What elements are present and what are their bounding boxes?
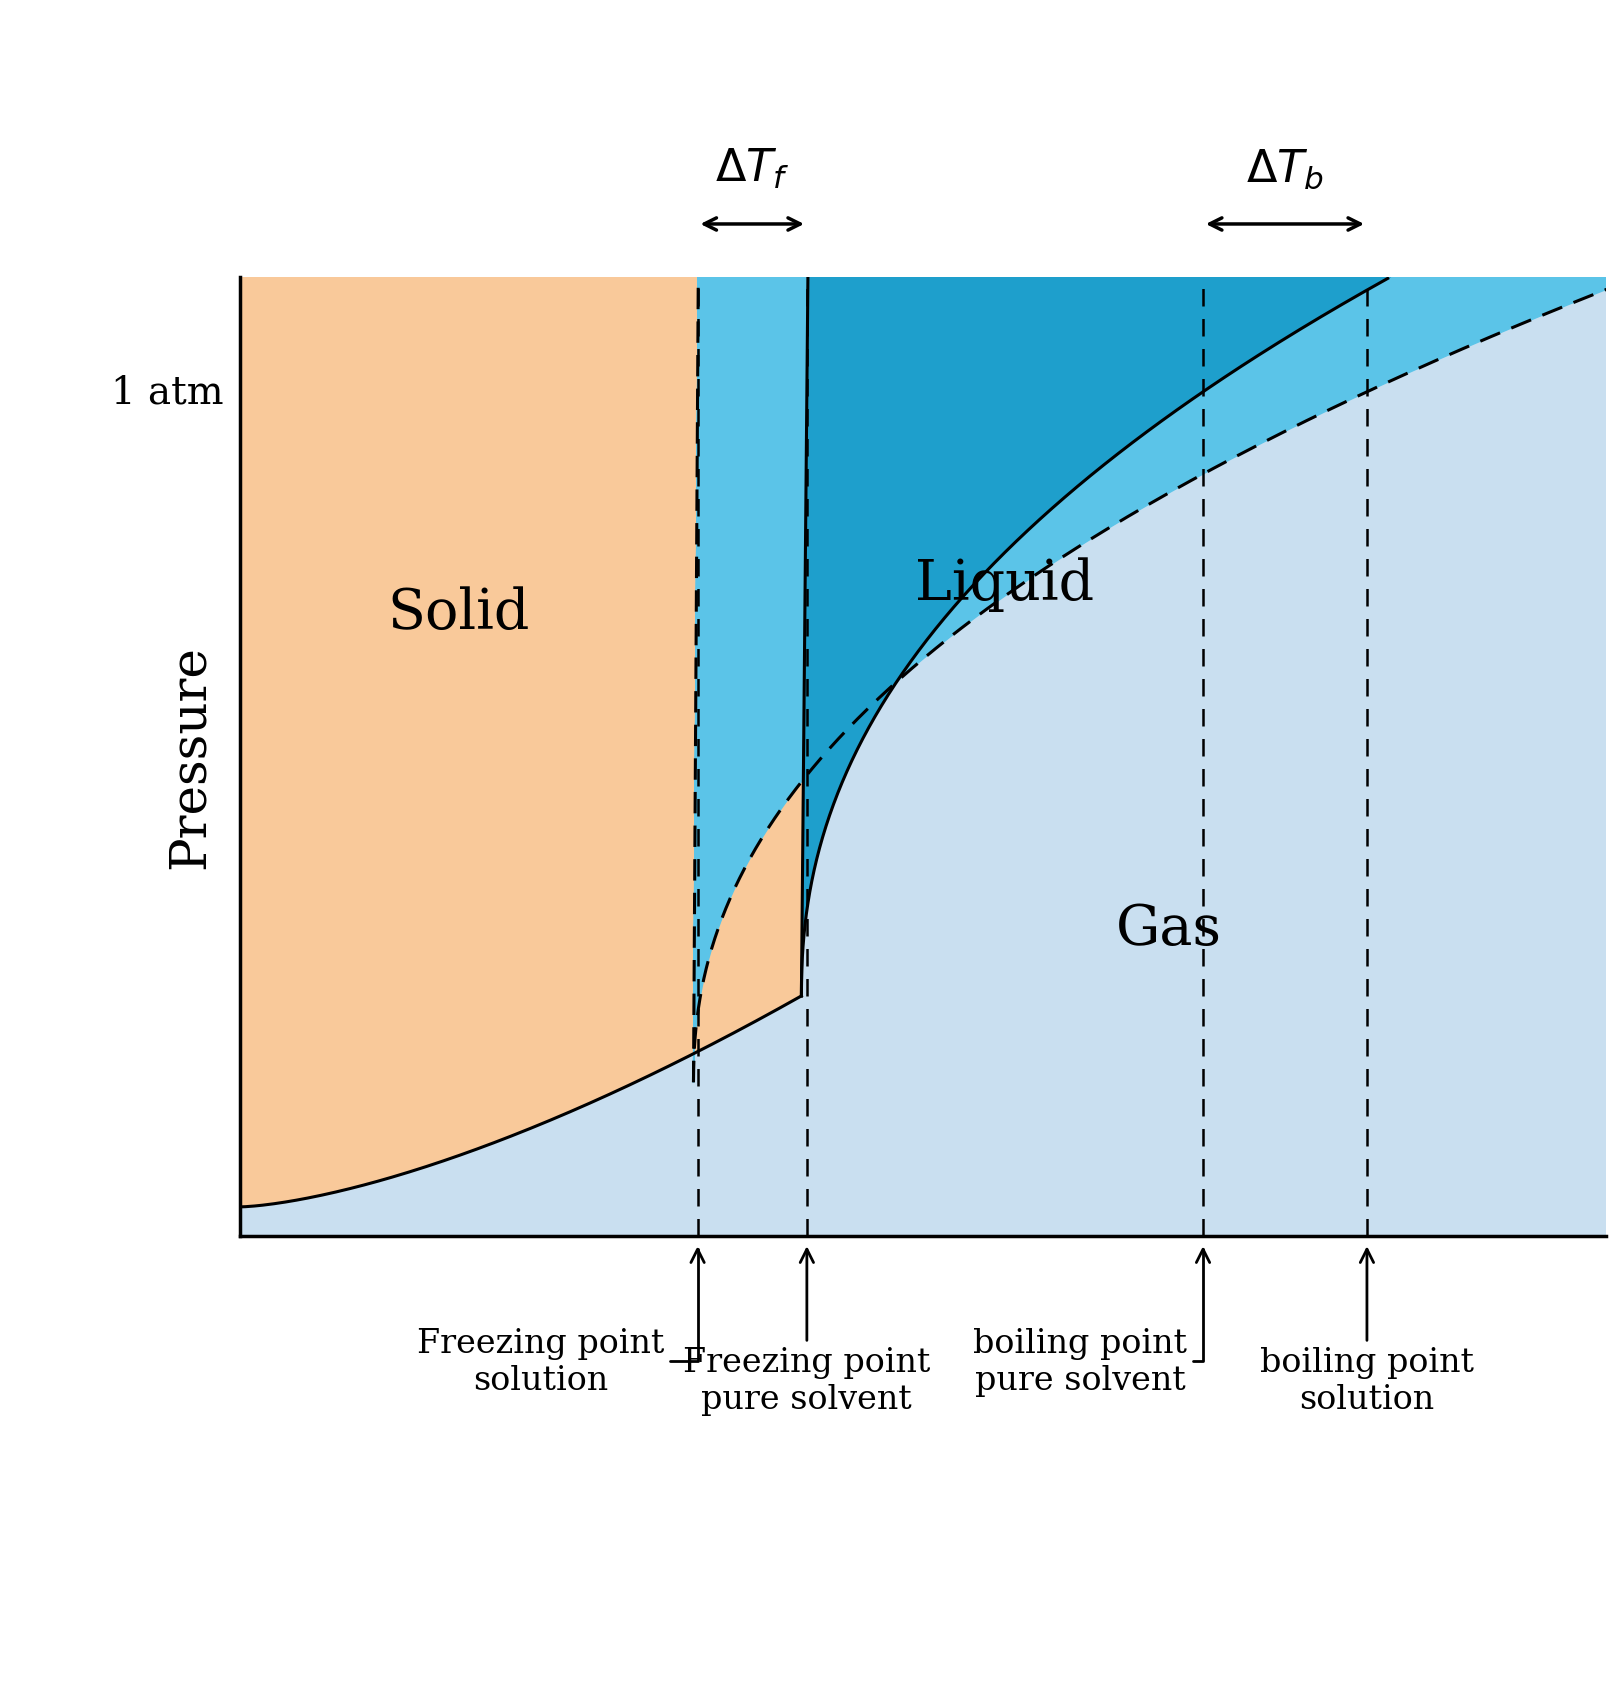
Text: Freezing point
pure solvent: Freezing point pure solvent: [682, 1250, 930, 1415]
Text: Freezing point
solution: Freezing point solution: [417, 1250, 704, 1395]
Polygon shape: [240, 277, 807, 1236]
Text: $\Delta T_f$: $\Delta T_f$: [715, 147, 789, 191]
Text: Gas: Gas: [1115, 902, 1222, 956]
Text: Liquid: Liquid: [916, 557, 1094, 611]
Polygon shape: [240, 277, 1606, 1236]
Text: Solid: Solid: [387, 586, 530, 640]
Text: boiling point
pure solvent: boiling point pure solvent: [973, 1250, 1209, 1395]
Text: 1 atm: 1 atm: [110, 373, 224, 410]
Text: $\Delta T_b$: $\Delta T_b$: [1247, 149, 1324, 191]
Polygon shape: [694, 277, 1621, 1083]
Polygon shape: [801, 277, 1391, 997]
Text: boiling point
solution: boiling point solution: [1260, 1250, 1473, 1415]
Y-axis label: Pressure: Pressure: [165, 645, 216, 868]
